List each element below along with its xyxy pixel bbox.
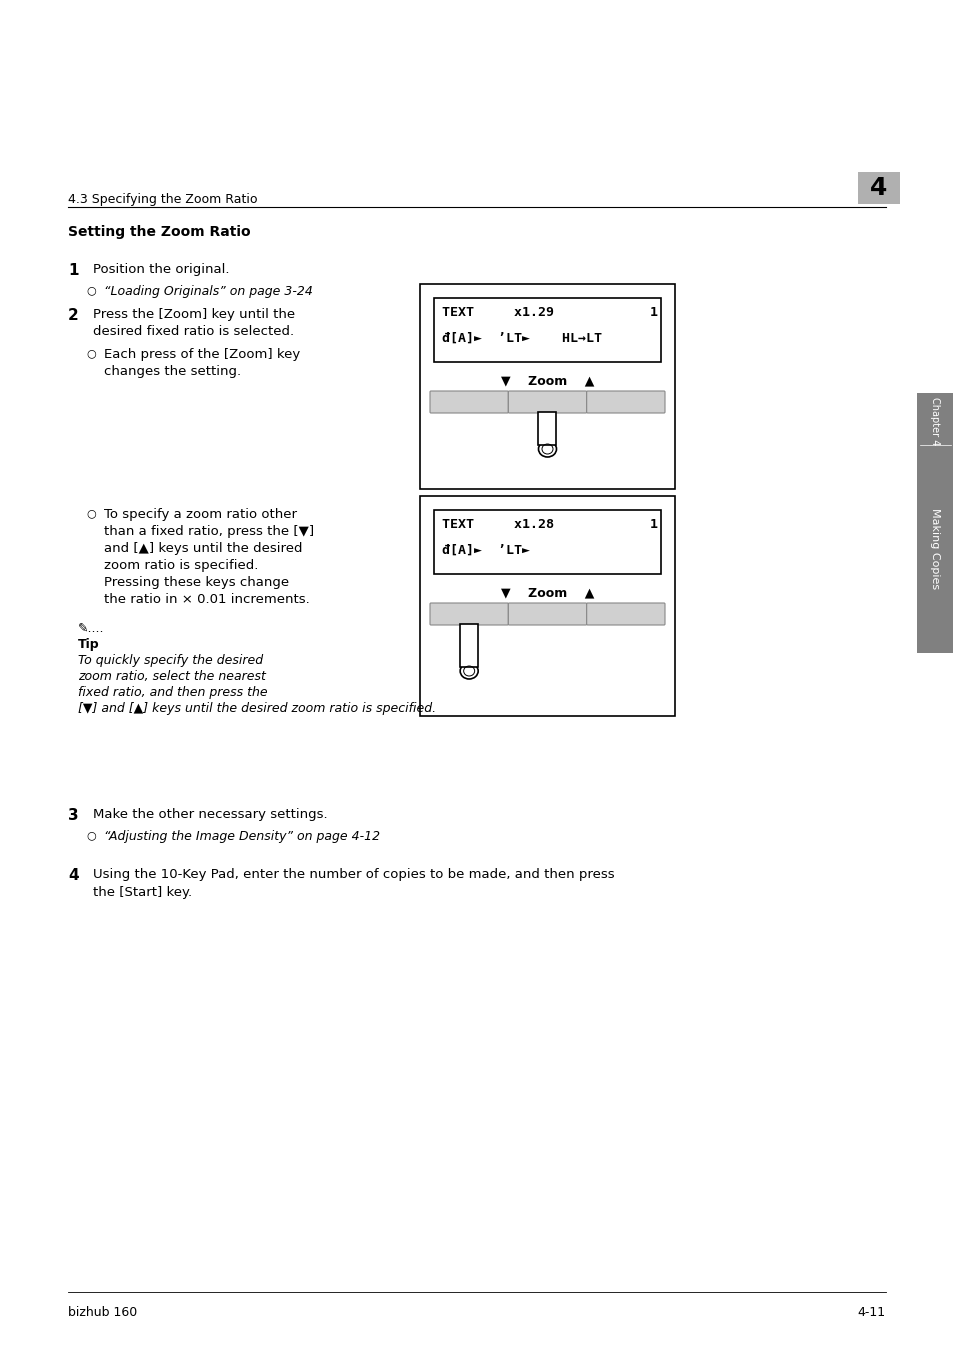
Text: zoom ratio is specified.: zoom ratio is specified. — [104, 559, 258, 571]
Text: changes the setting.: changes the setting. — [104, 365, 241, 378]
Text: Press the [Zoom] key until the: Press the [Zoom] key until the — [92, 308, 294, 322]
Text: ▼    Zoom    ▲: ▼ Zoom ▲ — [500, 586, 594, 598]
Text: 4.3 Specifying the Zoom Ratio: 4.3 Specifying the Zoom Ratio — [68, 193, 257, 205]
Text: and [▲] keys until the desired: and [▲] keys until the desired — [104, 542, 302, 555]
Bar — [459, 624, 477, 667]
Bar — [434, 509, 660, 574]
Text: đ[A]►  ʼLT►: đ[A]► ʼLT► — [441, 544, 530, 557]
Text: TEXT     x1.28            1: TEXT x1.28 1 — [441, 517, 658, 531]
Text: Chapter 4: Chapter 4 — [929, 397, 940, 446]
Text: the [Start] key.: the [Start] key. — [92, 886, 192, 898]
Bar — [537, 412, 556, 444]
Text: than a fixed ratio, press the [▼]: than a fixed ratio, press the [▼] — [104, 526, 314, 538]
Text: Setting the Zoom Ratio: Setting the Zoom Ratio — [68, 226, 251, 239]
Text: TEXT     x1.29            1: TEXT x1.29 1 — [441, 305, 658, 319]
Text: Pressing these keys change: Pressing these keys change — [104, 576, 289, 589]
Text: đ[A]►  ʼLT►    HL→LT: đ[A]► ʼLT► HL→LT — [441, 332, 601, 345]
Text: ○: ○ — [86, 349, 95, 358]
Text: To specify a zoom ratio other: To specify a zoom ratio other — [104, 508, 296, 521]
Text: 4: 4 — [869, 176, 886, 200]
FancyBboxPatch shape — [508, 603, 586, 626]
Text: Position the original.: Position the original. — [92, 263, 230, 276]
Text: 3: 3 — [68, 808, 78, 823]
FancyBboxPatch shape — [430, 603, 508, 626]
Bar — [419, 284, 675, 489]
Text: 4-11: 4-11 — [857, 1306, 885, 1319]
FancyBboxPatch shape — [586, 390, 664, 413]
Text: zoom ratio, select the nearest: zoom ratio, select the nearest — [78, 670, 266, 684]
Bar — [857, 172, 899, 204]
Bar — [434, 299, 660, 362]
Text: 4: 4 — [68, 867, 78, 884]
Bar — [419, 496, 675, 716]
Text: ✎....: ✎.... — [78, 621, 105, 635]
Text: Making Copies: Making Copies — [929, 508, 940, 589]
Text: Make the other necessary settings.: Make the other necessary settings. — [92, 808, 327, 821]
Ellipse shape — [459, 663, 477, 680]
Bar — [916, 393, 953, 653]
Ellipse shape — [537, 440, 556, 457]
Text: Using the 10-Key Pad, enter the number of copies to be made, and then press: Using the 10-Key Pad, enter the number o… — [92, 867, 614, 881]
Text: fixed ratio, and then press the: fixed ratio, and then press the — [78, 686, 268, 698]
FancyBboxPatch shape — [586, 603, 664, 626]
Text: ○: ○ — [86, 285, 95, 295]
Text: ▼    Zoom    ▲: ▼ Zoom ▲ — [500, 374, 594, 386]
FancyBboxPatch shape — [430, 390, 508, 413]
Text: ○: ○ — [86, 508, 95, 517]
Text: Each press of the [Zoom] key: Each press of the [Zoom] key — [104, 349, 300, 361]
Text: [▼] and [▲] keys until the desired zoom ratio is specified.: [▼] and [▲] keys until the desired zoom … — [78, 703, 436, 715]
Text: “Adjusting the Image Density” on page 4-12: “Adjusting the Image Density” on page 4-… — [104, 830, 379, 843]
Text: the ratio in × 0.01 increments.: the ratio in × 0.01 increments. — [104, 593, 310, 607]
Text: desired fixed ratio is selected.: desired fixed ratio is selected. — [92, 326, 294, 338]
Text: bizhub 160: bizhub 160 — [68, 1306, 137, 1319]
Text: 1: 1 — [68, 263, 78, 278]
Text: Tip: Tip — [78, 638, 99, 651]
Text: “Loading Originals” on page 3-24: “Loading Originals” on page 3-24 — [104, 285, 313, 299]
Text: To quickly specify the desired: To quickly specify the desired — [78, 654, 263, 667]
FancyBboxPatch shape — [508, 390, 586, 413]
Text: ○: ○ — [86, 830, 95, 840]
Text: 2: 2 — [68, 308, 79, 323]
